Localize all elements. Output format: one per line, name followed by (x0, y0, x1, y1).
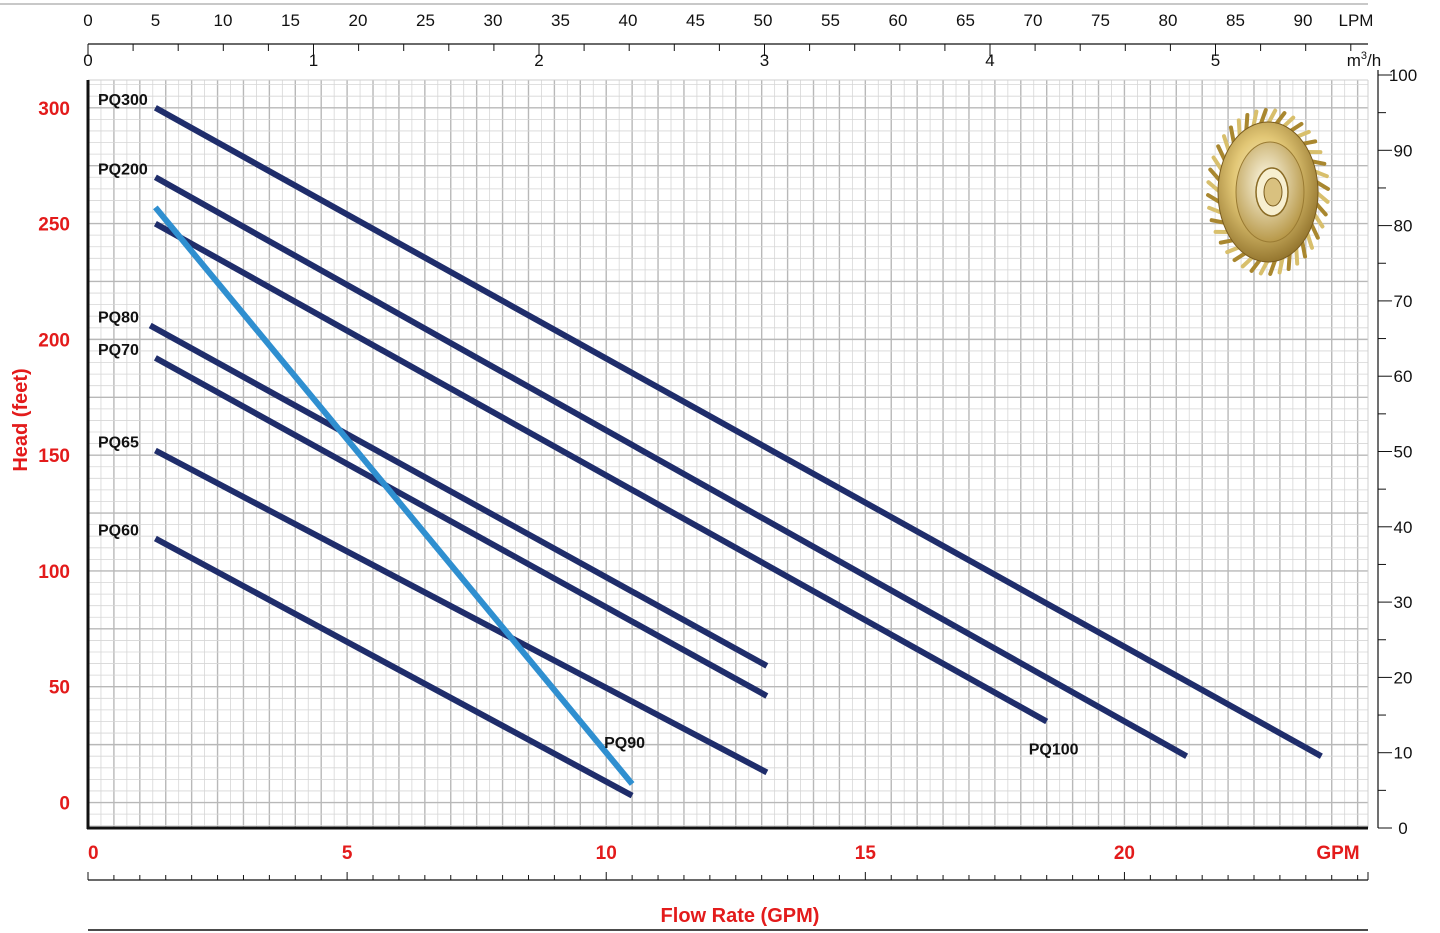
gpm-tick-label: 5 (342, 843, 353, 864)
curve-label-pq80: PQ80 (98, 309, 139, 326)
curve-pq90 (153, 205, 635, 786)
y-axis-title: Head (feet) (10, 368, 32, 471)
meters-tick-label: 40 (1394, 518, 1413, 537)
lpm-tick-label: 70 (1024, 11, 1043, 30)
lpm-tick-label: 60 (889, 11, 908, 30)
lpm-tick-label: 50 (754, 11, 773, 30)
lpm-tick-label: 25 (416, 11, 435, 30)
feet-tick-label: 200 (38, 330, 70, 351)
m3h-axis: m3/h 0 1 2 3 4 5 (83, 43, 1381, 70)
curve-label-pq100: PQ100 (1029, 741, 1079, 758)
curve-pq60 (153, 535, 634, 799)
meters-axis: 0 10 20 30 40 50 60 70 80 90 100 (1377, 66, 1417, 838)
meters-tick-label: 10 (1394, 744, 1413, 763)
feet-tick-label: 100 (38, 562, 70, 583)
bottom-ruler (87, 872, 1369, 881)
lpm-unit-label: LPM (1339, 11, 1374, 30)
feet-axis: Head (feet) 0 50 100 150 200 250 300 (10, 99, 70, 815)
m3h-tick-label: 4 (985, 51, 994, 70)
feet-tick-label: 150 (38, 446, 70, 467)
curve-pq200 (153, 174, 1189, 759)
lpm-tick-label: 90 (1294, 11, 1313, 30)
m3h-unit-label: m3/h (1347, 50, 1381, 70)
curve-label-pq60: PQ60 (98, 523, 139, 540)
pump-curves: PQ300 PQ200 PQ100 PQ80 PQ70 PQ65 PQ60 PQ90 (98, 92, 1323, 799)
curve-label-pq300: PQ300 (98, 92, 148, 109)
meters-tick-label: 70 (1394, 292, 1413, 311)
meters-tick-label: 20 (1394, 668, 1413, 687)
x-axis-title: Flow Rate (GPM) (661, 905, 820, 927)
meters-tick-label: 90 (1394, 141, 1413, 160)
lpm-tick-label: 45 (686, 11, 705, 30)
curve-label-pq70: PQ70 (98, 342, 139, 359)
lpm-tick-label: 20 (349, 11, 368, 30)
lpm-tick-label: 80 (1159, 11, 1178, 30)
m3h-tick-label: 2 (534, 51, 543, 70)
lpm-tick-label: 75 (1091, 11, 1110, 30)
lpm-tick-label: 40 (619, 11, 638, 30)
curve-pq65 (153, 447, 769, 776)
m3h-tick-label: 3 (760, 51, 769, 70)
gpm-tick-label: 0 (88, 843, 99, 864)
meters-tick-label: 60 (1394, 367, 1413, 386)
meters-tick-label: 50 (1394, 443, 1413, 462)
feet-tick-label: 0 (59, 794, 70, 815)
curve-label-pq90: PQ90 (604, 735, 645, 752)
gpm-tick-label: 15 (855, 843, 877, 864)
feet-tick-label: 300 (38, 99, 70, 120)
meters-tick-label: 0 (1398, 819, 1407, 838)
curve-pq100 (153, 220, 1049, 725)
lpm-tick-label: 55 (821, 11, 840, 30)
lpm-tick-label: 15 (281, 11, 300, 30)
lpm-tick-label: 85 (1226, 11, 1245, 30)
lpm-tick-label: 5 (151, 11, 160, 30)
impeller-icon (1206, 108, 1330, 276)
curve-pq70 (153, 355, 769, 699)
curve-pq80 (148, 322, 769, 669)
gpm-tick-label: 20 (1114, 843, 1135, 864)
lpm-tick-label: 35 (551, 11, 570, 30)
lpm-axis: LPM 0 5 10 15 20 25 30 35 40 45 50 55 60 65 70 75 80 85 90 (0, 3, 1374, 30)
meters-tick-label: 100 (1389, 66, 1417, 85)
meters-tick-label: 80 (1394, 217, 1413, 236)
curve-label-pq200: PQ200 (98, 161, 148, 178)
meters-tick-label: 30 (1394, 593, 1413, 612)
lpm-tick-label: 0 (83, 11, 92, 30)
curve-label-pq65: PQ65 (98, 435, 139, 452)
lpm-tick-label: 30 (484, 11, 503, 30)
gpm-axis: GPM 0 5 10 15 20 (88, 843, 1360, 864)
m3h-tick-label: 0 (83, 51, 92, 70)
feet-tick-label: 50 (49, 678, 70, 699)
curve-pq300 (153, 105, 1323, 759)
lpm-tick-label: 65 (956, 11, 975, 30)
chart-grid (86, 79, 1369, 830)
m3h-tick-label: 1 (309, 51, 318, 70)
lpm-tick-label: 10 (214, 11, 233, 30)
m3h-tick-label: 5 (1211, 51, 1220, 70)
feet-tick-label: 250 (38, 215, 70, 236)
gpm-tick-label: 10 (596, 843, 617, 864)
gpm-unit-label: GPM (1316, 843, 1359, 864)
